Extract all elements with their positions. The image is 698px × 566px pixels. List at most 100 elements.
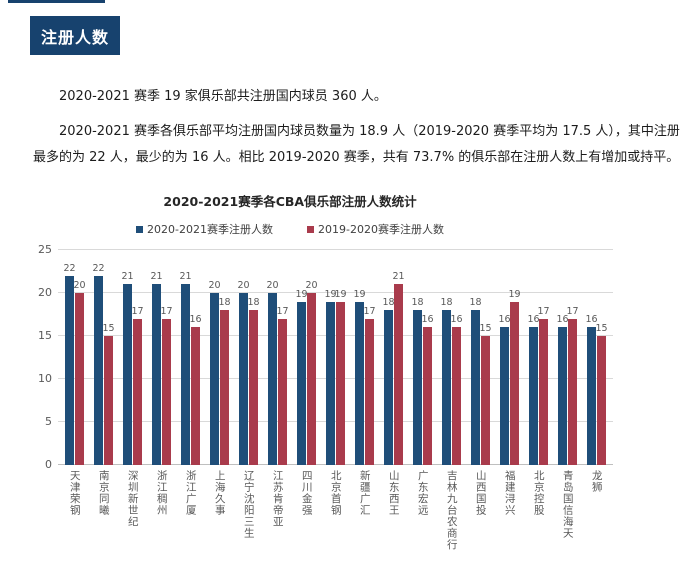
- bar-value-label: 18: [469, 297, 482, 309]
- bar-value-label: 20: [208, 280, 221, 291]
- gridline: [58, 292, 613, 293]
- bar-value-label: 16: [527, 314, 540, 326]
- gridline: [58, 421, 613, 422]
- category-label: 江苏肯帝亚: [263, 470, 292, 528]
- bar: 16: [585, 314, 598, 465]
- category-label-text: 辽宁沈阳三生: [242, 470, 255, 539]
- category-label-text: 广东宏远: [416, 470, 429, 516]
- bar-value-label: 17: [276, 305, 289, 317]
- bar-value-label: 21: [392, 271, 405, 283]
- section-badge: 注册人数: [30, 16, 120, 55]
- category-label: 辽宁沈阳三生: [234, 470, 263, 539]
- bar: 18: [382, 297, 395, 465]
- bar: 20: [266, 280, 279, 465]
- category-label: 北京控股: [524, 470, 553, 516]
- bar-value-label: 20: [237, 280, 250, 291]
- category-label-text: 山西国投: [474, 470, 487, 516]
- bar-value-label: 16: [189, 314, 202, 326]
- bar: 19: [508, 289, 521, 465]
- bar-value-label: 19: [334, 288, 347, 300]
- category-label-text: 浙江稠州: [155, 470, 168, 516]
- bar: 16: [556, 314, 569, 465]
- legend-swatch-red-icon: [307, 225, 314, 233]
- category-label: 四川金强: [292, 470, 321, 516]
- bar-value-label: 15: [479, 323, 492, 334]
- bar-value-label: 17: [131, 305, 144, 317]
- bar-value-label: 20: [73, 280, 86, 291]
- bar-value-label: 19: [353, 288, 366, 300]
- bar: 19: [295, 289, 308, 465]
- legend-label: 2020-2021赛季注册人数: [147, 223, 273, 236]
- bar-group-16: 16 19: [495, 250, 524, 465]
- category-label: 天津荣钢: [60, 470, 89, 516]
- bar-group-8: 20 17: [263, 250, 292, 465]
- bar-value-label: 19: [508, 288, 521, 300]
- bar-groups: 22 20 22 15 21 17 21 17 21 16 20 18 20 18 20 17 19 20 19 19…: [60, 250, 611, 465]
- bar-value-label: 18: [218, 297, 231, 309]
- gridline: [58, 378, 613, 379]
- bar: 18: [218, 297, 231, 465]
- y-tick-label: 0: [45, 458, 52, 471]
- bar: 16: [527, 314, 540, 465]
- bar-group-7: 20 18: [234, 250, 263, 465]
- bar: 15: [102, 323, 115, 465]
- bar-group-1: 22 20: [60, 250, 89, 465]
- category-label: 吉林九台农商行: [437, 470, 466, 551]
- category-label-text: 福建浔兴: [503, 470, 516, 516]
- y-tick-label: 5: [45, 415, 52, 428]
- gridline: [58, 249, 613, 250]
- bar-value-label: 16: [450, 314, 463, 326]
- bar-value-label: 18: [247, 297, 260, 309]
- bar-value-label: 15: [595, 323, 608, 334]
- bar: 20: [208, 280, 221, 465]
- bar-value-label: 16: [556, 314, 569, 326]
- category-label: 龙狮: [582, 470, 611, 493]
- chart-title: 2020-2021赛季各CBA俱乐部注册人数统计: [163, 194, 417, 209]
- bar: 22: [92, 263, 105, 465]
- category-label: 南京同曦: [89, 470, 118, 516]
- bar: 15: [595, 323, 608, 465]
- category-label: 新疆广汇: [350, 470, 379, 516]
- bar: 21: [121, 271, 134, 465]
- bar-group-11: 19 17: [350, 250, 379, 465]
- category-label-text: 浙江广厦: [184, 470, 197, 516]
- category-label: 福建浔兴: [495, 470, 524, 516]
- bar: 15: [479, 323, 492, 465]
- category-label: 北京首钢: [321, 470, 350, 516]
- bar-value-label: 21: [150, 271, 163, 283]
- bar-value-label: 18: [440, 297, 453, 309]
- legend-swatch-blue-icon: [136, 225, 144, 233]
- y-tick-label: 20: [38, 286, 52, 299]
- bar: 16: [498, 314, 511, 465]
- bar-value-label: 21: [179, 271, 192, 283]
- bar-group-2: 22 15: [89, 250, 118, 465]
- bar-group-9: 19 20: [292, 250, 321, 465]
- bar-value-label: 17: [363, 305, 376, 317]
- bar: 17: [363, 306, 376, 465]
- bar: 18: [411, 297, 424, 465]
- category-label-text: 龙狮: [590, 470, 603, 493]
- bar-group-13: 18 16: [408, 250, 437, 465]
- bar: 21: [392, 271, 405, 465]
- bar-group-10: 19 19: [321, 250, 350, 465]
- bar: 17: [537, 306, 550, 465]
- previous-section-badge-edge: [8, 0, 105, 3]
- category-label-text: 新疆广汇: [358, 470, 371, 516]
- y-tick-label: 10: [38, 372, 52, 385]
- bar: 19: [353, 289, 366, 465]
- category-label: 上海久事: [205, 470, 234, 516]
- bar: 17: [276, 306, 289, 465]
- bar: 18: [247, 297, 260, 465]
- category-label-text: 青岛国信海天: [561, 470, 574, 539]
- category-label-text: 北京控股: [532, 470, 545, 516]
- bar-group-5: 21 16: [176, 250, 205, 465]
- bar-value-label: 16: [585, 314, 598, 326]
- bar-value-label: 16: [421, 314, 434, 326]
- bar: 16: [421, 314, 434, 465]
- bar: 16: [189, 314, 202, 465]
- bar-value-label: 17: [160, 305, 173, 317]
- bar: 20: [73, 280, 86, 465]
- bar-group-6: 20 18: [205, 250, 234, 465]
- paragraph-average-registered: 2020-2021 赛季各俱乐部平均注册国内球员数量为 18.9 人（2019-…: [33, 124, 680, 165]
